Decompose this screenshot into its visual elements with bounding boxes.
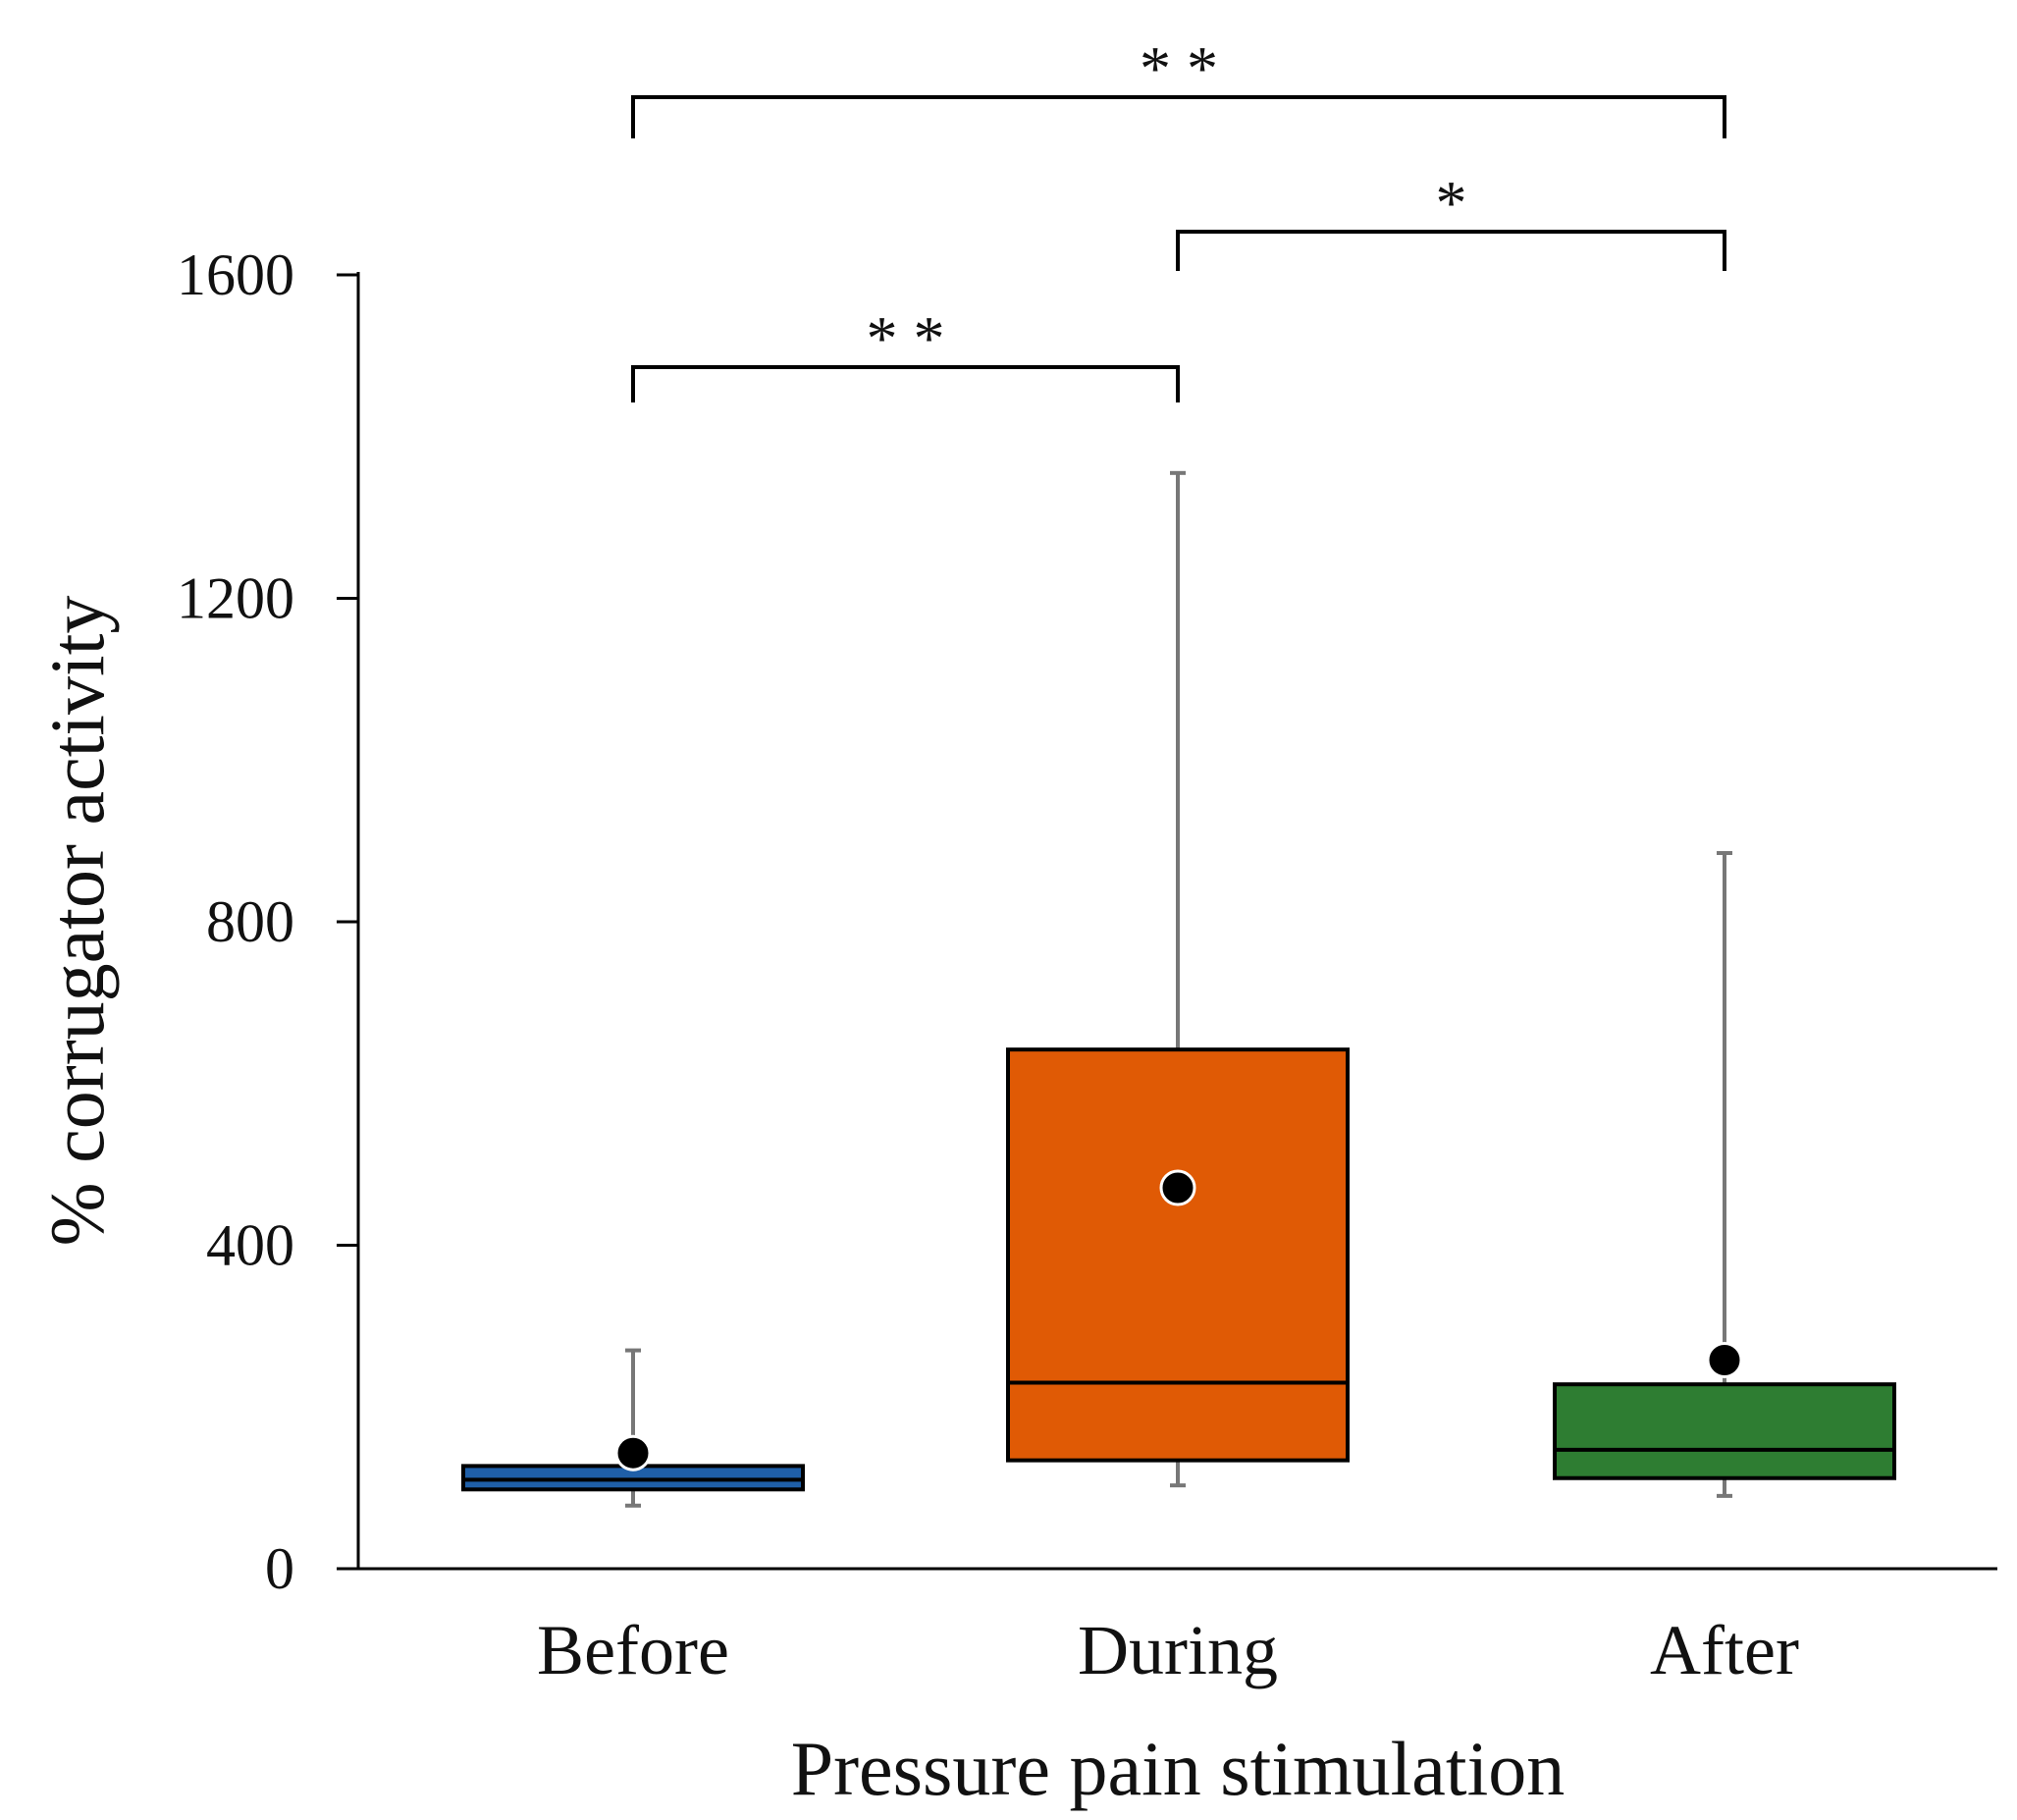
- x-tick-label: During: [1078, 1611, 1278, 1689]
- significance-label: *: [1436, 168, 1467, 238]
- y-tick-label: 1600: [177, 242, 294, 307]
- y-axis-ticks: 0 400 800 1200 1600: [177, 242, 358, 1601]
- x-axis-tick-labels: Before During After: [537, 1611, 1799, 1689]
- y-tick-label: 0: [265, 1536, 294, 1601]
- mean-marker: [1706, 1341, 1743, 1378]
- axes: [337, 272, 1997, 1571]
- significance-bracket: * *: [631, 33, 1726, 138]
- box-body: [1006, 1047, 1350, 1463]
- box-during: [1006, 470, 1350, 1488]
- x-tick-label: After: [1650, 1611, 1799, 1689]
- x-tick-label: Before: [537, 1611, 729, 1689]
- y-tick-label: 400: [206, 1213, 294, 1278]
- significance-label: * *: [867, 303, 945, 373]
- bracket-line: [631, 365, 1180, 402]
- box-before: [461, 1348, 805, 1508]
- x-axis-title: Pressure pain stimulation: [791, 1726, 1566, 1811]
- bracket-line: [631, 95, 1726, 138]
- box-body: [1553, 1382, 1896, 1480]
- box-after: [1553, 850, 1896, 1498]
- bracket-line: [1176, 230, 1726, 271]
- y-tick-label: 1200: [177, 566, 294, 631]
- mean-marker: [614, 1434, 652, 1472]
- box-plot-boxes: [461, 470, 1896, 1508]
- mean-marker: [1159, 1169, 1196, 1206]
- significance-brackets: * * * * *: [631, 33, 1726, 402]
- y-axis-title: % corrugator activity: [34, 596, 120, 1247]
- significance-bracket: *: [1176, 168, 1726, 271]
- y-tick-label: 800: [206, 889, 294, 954]
- significance-bracket: * *: [631, 303, 1180, 402]
- significance-label: * *: [1140, 33, 1218, 103]
